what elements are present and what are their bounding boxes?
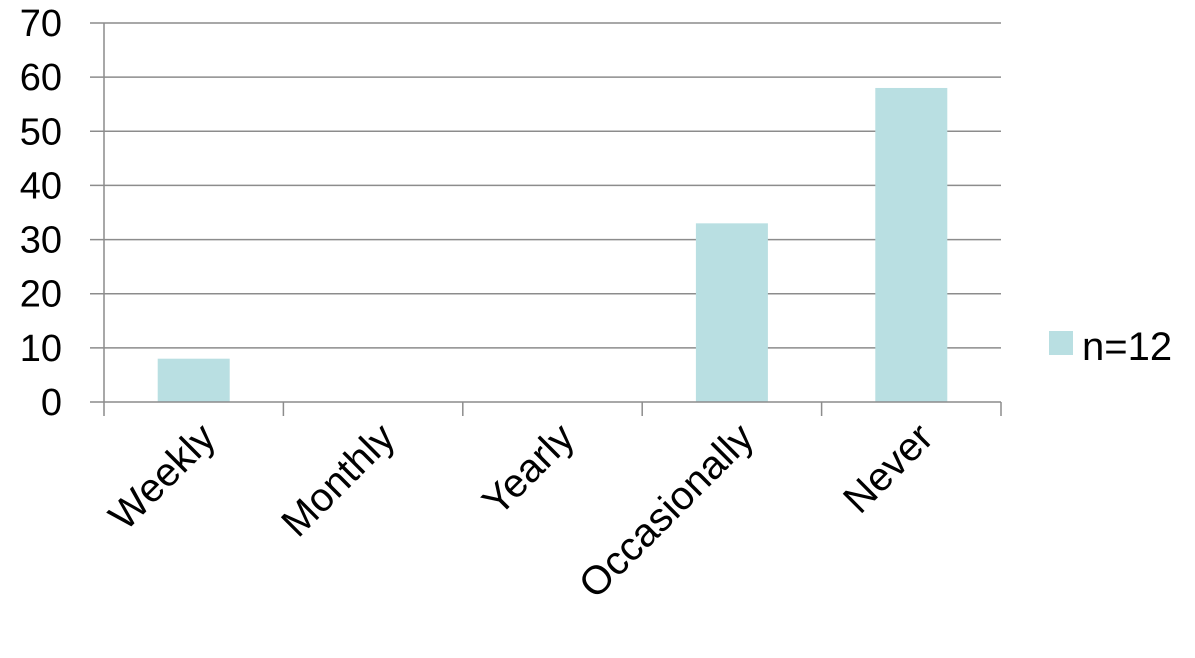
x-category-label: Yearly bbox=[474, 415, 583, 524]
x-category-label: Weekly bbox=[101, 415, 224, 538]
y-tick-label: 70 bbox=[20, 3, 62, 45]
bar-never bbox=[875, 87, 948, 402]
legend-label: n=12 bbox=[1082, 325, 1172, 369]
gridlines bbox=[90, 22, 1001, 349]
x-category-label: Occasionally bbox=[571, 415, 762, 606]
legend: n=12 bbox=[1049, 325, 1172, 369]
y-tick-label: 40 bbox=[20, 165, 62, 207]
axes bbox=[90, 23, 1002, 416]
y-tick-label: 30 bbox=[20, 220, 62, 262]
y-tick-label: 0 bbox=[41, 382, 62, 424]
y-tick-label: 10 bbox=[20, 328, 62, 370]
legend-swatch bbox=[1049, 331, 1073, 355]
y-tick-label: 50 bbox=[20, 111, 62, 153]
y-tick-label: 60 bbox=[20, 57, 62, 99]
y-axis-tick-labels: 0 10 20 30 40 50 60 70 bbox=[20, 3, 62, 424]
x-category-label: Never bbox=[835, 415, 942, 522]
x-category-label: Monthly bbox=[273, 415, 403, 545]
bar-occasionally bbox=[695, 223, 768, 402]
bars bbox=[157, 87, 948, 402]
bar-weekly bbox=[157, 358, 230, 402]
y-tick-label: 20 bbox=[20, 274, 62, 316]
